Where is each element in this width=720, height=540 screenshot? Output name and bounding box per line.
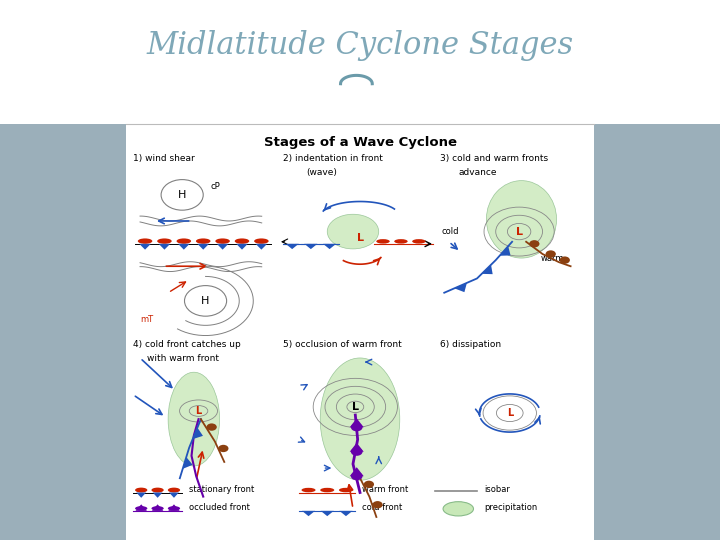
Ellipse shape — [339, 488, 353, 492]
Ellipse shape — [529, 240, 539, 247]
Text: L: L — [195, 406, 202, 416]
Ellipse shape — [395, 239, 408, 244]
Text: cold front: cold front — [362, 503, 402, 512]
Polygon shape — [153, 492, 163, 498]
Text: H: H — [202, 296, 210, 306]
Text: isobar: isobar — [484, 485, 510, 494]
Text: 1) wind shear: 1) wind shear — [133, 154, 195, 163]
Ellipse shape — [254, 239, 269, 244]
Polygon shape — [350, 443, 364, 452]
Polygon shape — [152, 504, 163, 511]
Ellipse shape — [443, 502, 474, 516]
Text: (wave): (wave) — [306, 168, 337, 177]
Text: H: H — [178, 190, 186, 200]
Ellipse shape — [351, 472, 363, 480]
Polygon shape — [320, 511, 334, 516]
Ellipse shape — [138, 239, 153, 244]
Text: L: L — [352, 402, 359, 412]
Polygon shape — [350, 418, 364, 427]
Text: cP: cP — [210, 182, 220, 191]
Polygon shape — [323, 244, 336, 249]
Ellipse shape — [351, 423, 363, 431]
Ellipse shape — [135, 488, 148, 492]
Ellipse shape — [559, 256, 570, 264]
Text: 5) occlusion of warm front: 5) occlusion of warm front — [283, 340, 402, 349]
Text: L: L — [516, 227, 523, 237]
Text: L: L — [356, 233, 364, 242]
Ellipse shape — [546, 251, 556, 258]
Bar — [0, 124, 126, 540]
Ellipse shape — [351, 448, 363, 456]
Ellipse shape — [412, 239, 426, 244]
Polygon shape — [256, 244, 267, 249]
Ellipse shape — [157, 239, 171, 244]
Polygon shape — [454, 283, 467, 292]
Polygon shape — [193, 428, 203, 439]
Ellipse shape — [176, 239, 191, 244]
Text: Stages of a Wave Cyclone: Stages of a Wave Cyclone — [264, 136, 456, 148]
Polygon shape — [350, 467, 364, 476]
Ellipse shape — [364, 481, 374, 488]
Ellipse shape — [151, 506, 163, 511]
Text: 3) cold and warm fronts: 3) cold and warm fronts — [440, 154, 548, 163]
Polygon shape — [169, 492, 179, 498]
Ellipse shape — [320, 488, 334, 492]
Polygon shape — [236, 244, 248, 249]
Text: precipitation: precipitation — [484, 503, 537, 512]
Ellipse shape — [161, 180, 203, 210]
Polygon shape — [139, 244, 151, 249]
Ellipse shape — [151, 488, 163, 492]
Polygon shape — [168, 504, 180, 511]
Text: 2) indentation in front: 2) indentation in front — [283, 154, 382, 163]
Text: mT: mT — [140, 315, 153, 324]
Polygon shape — [217, 244, 228, 249]
Polygon shape — [178, 244, 189, 249]
Ellipse shape — [235, 239, 249, 244]
Text: cold: cold — [442, 227, 459, 236]
Polygon shape — [500, 246, 510, 256]
Ellipse shape — [487, 180, 557, 258]
Ellipse shape — [168, 372, 220, 466]
Polygon shape — [286, 244, 299, 249]
Ellipse shape — [207, 423, 217, 431]
Text: stationary front: stationary front — [189, 485, 254, 494]
Ellipse shape — [135, 506, 148, 511]
Ellipse shape — [196, 239, 210, 244]
Polygon shape — [183, 457, 193, 469]
Polygon shape — [302, 511, 315, 516]
Polygon shape — [305, 244, 318, 249]
Ellipse shape — [184, 286, 227, 316]
Ellipse shape — [377, 239, 390, 244]
Ellipse shape — [168, 488, 180, 492]
Polygon shape — [197, 244, 209, 249]
Text: Midlatitude Cyclone Stages: Midlatitude Cyclone Stages — [146, 30, 574, 62]
Ellipse shape — [302, 488, 315, 492]
Text: occluded front: occluded front — [189, 503, 250, 512]
Text: 4) cold front catches up: 4) cold front catches up — [133, 340, 240, 349]
Polygon shape — [482, 265, 492, 274]
Polygon shape — [136, 492, 146, 498]
Text: with warm front: with warm front — [147, 354, 219, 363]
Ellipse shape — [320, 358, 400, 480]
Polygon shape — [135, 504, 147, 511]
Text: advance: advance — [459, 168, 497, 177]
Ellipse shape — [372, 501, 383, 508]
Text: warm front: warm front — [362, 485, 408, 494]
Ellipse shape — [215, 239, 230, 244]
Ellipse shape — [327, 214, 379, 249]
Polygon shape — [339, 511, 353, 516]
Text: warm: warm — [540, 254, 564, 262]
Bar — [594, 124, 720, 540]
Ellipse shape — [168, 506, 180, 511]
Text: 6) dissipation: 6) dissipation — [440, 340, 500, 349]
Text: L: L — [507, 408, 513, 418]
Polygon shape — [158, 244, 170, 249]
Ellipse shape — [218, 445, 228, 452]
